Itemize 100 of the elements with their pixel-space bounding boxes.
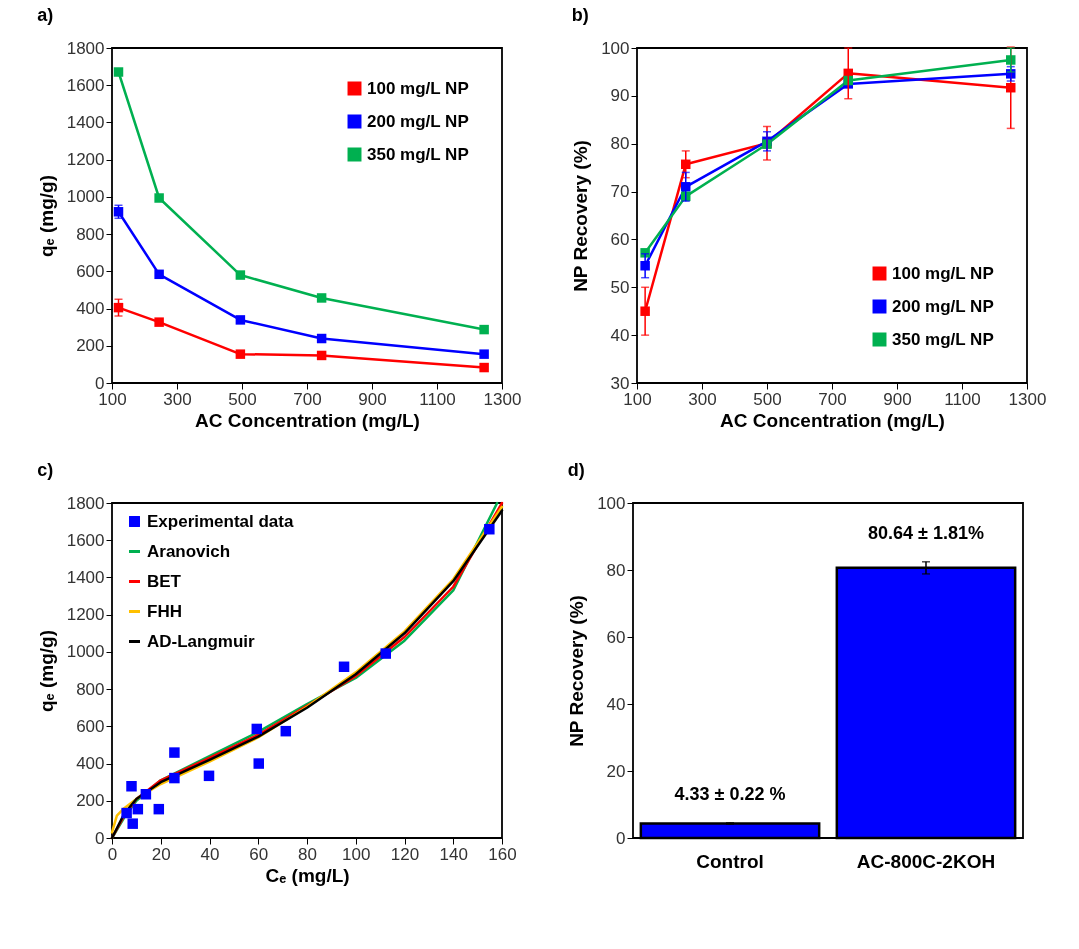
- x-tick-label: 300: [688, 389, 717, 409]
- x-tick-label: 120: [390, 844, 420, 864]
- point: [154, 269, 164, 280]
- point: [316, 293, 327, 303]
- y-tick-label: 1600: [66, 530, 105, 550]
- point: [169, 772, 180, 784]
- y-tick-label: 200: [76, 791, 105, 811]
- legend-label: 350 mg/L NP: [367, 144, 469, 164]
- x-tick-label: 900: [358, 389, 387, 409]
- legend-label: FHH: [147, 601, 182, 621]
- y-tick-label: 100: [601, 38, 630, 58]
- y-axis-title: qₑ (mg/g): [35, 629, 57, 713]
- y-tick-label: 0: [95, 828, 105, 848]
- y-tick-label: 400: [76, 754, 105, 774]
- point: [479, 349, 489, 359]
- y-tick-label: 800: [76, 224, 105, 244]
- x-tick-label: 900: [883, 389, 912, 409]
- chart-title: c): [37, 460, 54, 480]
- point: [153, 803, 165, 815]
- x-tick-label: 700: [818, 389, 847, 409]
- point: [132, 803, 144, 815]
- point: [316, 333, 327, 344]
- x-tick-label: Control: [696, 850, 764, 872]
- x-tick-label: 140: [439, 844, 468, 864]
- point: [484, 524, 495, 535]
- point: [479, 362, 489, 373]
- y-axis-title: NP Recovery (%): [566, 595, 588, 747]
- y-tick-label: 40: [606, 694, 626, 714]
- legend-label: Experimental data: [147, 511, 294, 531]
- y-tick-label: 0: [95, 373, 105, 393]
- y-tick-label: 1200: [66, 150, 105, 170]
- legend-label: 200 mg/L NP: [892, 296, 994, 316]
- point: [121, 807, 132, 819]
- x-tick-label: 1100: [419, 389, 456, 409]
- y-tick-label: 100: [597, 493, 626, 513]
- point: [338, 661, 350, 673]
- legend-label: 350 mg/L NP: [892, 329, 994, 349]
- point: [479, 324, 489, 335]
- chart-title: d): [567, 460, 585, 480]
- point: [127, 818, 138, 829]
- point: [154, 317, 164, 327]
- x-axis-title: Cₑ (mg/L): [265, 864, 350, 886]
- data-label: 80.64 ± 1.81%: [868, 522, 984, 543]
- legend-label: BET: [147, 571, 182, 591]
- y-tick-label: 1400: [66, 112, 105, 132]
- legend-label: Aranovich: [147, 541, 231, 561]
- x-tick-label: 160: [488, 844, 517, 864]
- legend-label: 100 mg/L NP: [892, 263, 994, 283]
- x-tick-label: 60: [249, 844, 269, 864]
- x-tick-label: 100: [342, 844, 371, 864]
- point: [154, 193, 164, 203]
- legend-label: 100 mg/L NP: [367, 78, 469, 98]
- y-tick-label: 1800: [66, 38, 105, 58]
- data-label: 4.33 ± 0.22 %: [674, 783, 786, 804]
- y-tick-label: 1000: [66, 187, 105, 207]
- x-tick-label: 500: [228, 389, 257, 409]
- x-tick-label: 1100: [944, 389, 981, 409]
- y-tick-label: 80: [610, 134, 630, 154]
- y-tick-label: 1800: [66, 493, 105, 513]
- x-axis-title: AC Concentration (mg/L): [720, 409, 945, 431]
- x-axis-title: AC Concentration (mg/L): [195, 409, 420, 431]
- point: [253, 758, 264, 769]
- point: [203, 770, 215, 782]
- point: [251, 723, 263, 735]
- x-tick-label: AC-800C-2KOH: [856, 850, 996, 872]
- point: [235, 349, 246, 359]
- y-tick-label: 1600: [66, 75, 105, 95]
- point: [316, 350, 327, 361]
- x-tick-label: 40: [200, 844, 220, 864]
- y-tick-label: 400: [76, 299, 105, 319]
- point: [235, 315, 246, 325]
- x-tick-label: 700: [293, 389, 322, 409]
- y-tick-label: 20: [606, 761, 626, 781]
- y-tick-label: 800: [76, 679, 105, 699]
- legend-label: AD-Langmuir: [147, 631, 256, 651]
- y-tick-label: 0: [616, 828, 626, 848]
- point: [126, 781, 137, 792]
- y-axis-title: NP Recovery (%): [570, 140, 592, 292]
- y-tick-label: 80: [606, 560, 626, 580]
- y-tick-label: 600: [76, 261, 105, 281]
- y-tick-label: 40: [610, 325, 630, 345]
- chart-title: b): [571, 5, 589, 25]
- point: [169, 747, 180, 758]
- x-tick-label: 300: [163, 389, 192, 409]
- point: [235, 270, 246, 280]
- y-tick-label: 600: [76, 716, 105, 736]
- y-tick-label: 200: [76, 336, 105, 356]
- y-tick-label: 1200: [66, 605, 105, 625]
- y-tick-label: 1000: [66, 642, 105, 662]
- x-tick-label: 1300: [483, 389, 522, 409]
- x-tick-label: 500: [753, 389, 782, 409]
- legend-label: 200 mg/L NP: [367, 111, 469, 131]
- y-tick-label: 60: [606, 627, 626, 647]
- point: [380, 648, 391, 659]
- y-tick-label: 50: [610, 277, 630, 297]
- y-tick-label: 1400: [66, 567, 105, 587]
- x-tick-label: 80: [298, 844, 317, 864]
- x-tick-label: 20: [151, 844, 171, 864]
- y-tick-label: 90: [610, 86, 630, 106]
- point: [280, 725, 292, 737]
